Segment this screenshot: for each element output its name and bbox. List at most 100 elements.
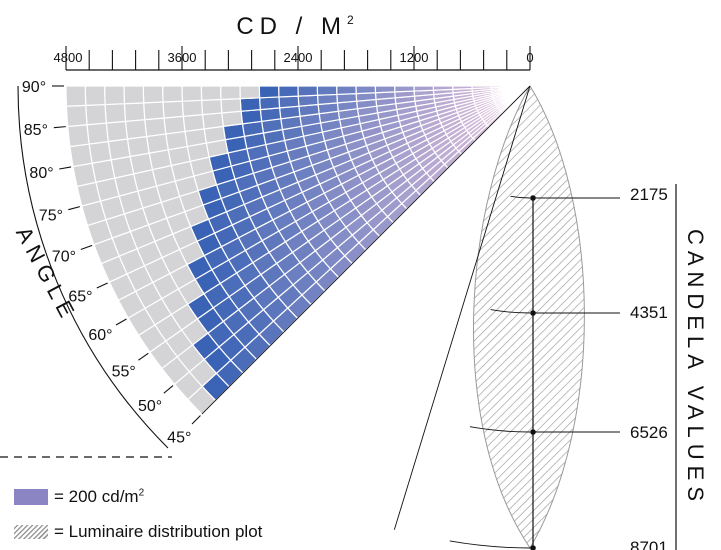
candela-axis-title: CANDELA VALUES [683,229,708,507]
luminance-cell [316,85,338,96]
background-cell [162,85,183,103]
top-axis: CD / M2 4800 3600 2400 1200 0 [54,13,534,71]
background-cell [123,102,146,123]
background-cell [65,85,87,107]
luminance-cell [374,85,396,94]
luminance-fan [65,85,531,415]
angle-label: 55° [112,363,136,380]
top-tick-label-4800: 4800 [54,50,83,65]
angle-label: 90° [22,79,46,96]
luminance-cell [239,97,262,112]
background-cell [123,85,145,105]
luminance-cell [471,85,492,90]
top-tick-label-2400: 2400 [284,50,313,65]
background-cell [69,143,93,168]
legend-unit: = 200 cd/m2 [14,487,144,507]
background-cell [181,99,204,117]
background-cell [124,119,148,140]
angle-label: 80° [29,165,53,182]
angle-label: 70° [52,249,76,266]
luminance-cell [510,85,531,88]
angle-tick [68,206,81,211]
luminance-cell [258,96,281,111]
background-cell [163,115,186,135]
candela-guides [201,85,620,550]
legend-unit-text: = 200 cd/m2 [54,487,145,506]
background-cell [105,120,129,143]
angle-label: 45° [167,430,191,447]
angle-label: 75° [39,207,63,224]
background-cell [72,162,97,188]
background-cell [201,112,224,130]
background-cell [182,113,205,133]
angle-tick [80,244,93,251]
angle-tick [191,415,201,425]
top-tick-label-3600: 3600 [168,50,197,65]
top-tick-label-1200: 1200 [400,50,429,65]
candela-value-4351: 4351 [630,303,668,322]
angle-outer-arc [17,85,169,449]
candela-value-6526: 6526 [630,423,668,442]
background-cell [85,103,107,126]
luminance-cell [258,85,280,99]
background-cell [107,138,131,161]
candela-arc [510,195,531,199]
luminance-cell [297,94,319,107]
background-cell [221,110,244,128]
luminance-cell [355,85,377,95]
luminance-cell [394,85,415,93]
luminance-cell [490,85,512,89]
candela-arc [469,426,531,433]
luminance-cell [240,108,263,125]
angle-tick [96,282,108,289]
background-cell [142,85,164,104]
background-cell [181,85,203,102]
background-cell [86,122,109,145]
angle-scale: 90° 85° 80° 75° 70° 65° 60° 55° 50° 45° [17,79,201,449]
background-cell [239,85,261,100]
angle-tick [138,352,149,361]
background-cell [88,140,112,164]
candela-value-8701: 8701 [630,538,668,550]
luminance-cell [297,85,319,97]
background-cell [201,98,223,116]
angle-label: 65° [68,289,92,306]
background-cell [220,85,241,101]
background-cell [220,98,242,114]
angle-label: 85° [24,122,48,139]
candela-value-2175: 2175 [630,185,668,204]
angle-tick [53,126,66,129]
legend-unit-swatch [14,489,48,505]
radial-guide [393,85,531,530]
background-cell [143,101,165,121]
legend-plot: = Luminaire distribution plot [14,522,262,542]
luminance-cell [278,95,300,109]
luminance-cell [316,93,339,106]
candela-arc [490,309,531,314]
top-axis-ticks [65,46,531,70]
luminance-cell [336,92,358,104]
background-cell [104,85,126,106]
luminaire-distribution-plot [473,85,585,549]
luminance-cell [452,85,473,90]
candela-arc [449,540,531,549]
legend-plot-text: = Luminaire distribution plot [54,522,263,541]
background-cell [145,133,169,154]
angle-tick [115,318,127,326]
background-cell [144,117,167,138]
luminance-cell [413,85,435,92]
background-cell [165,130,188,151]
angle-axis-title: ANGLE [11,222,82,326]
background-cell [126,135,150,158]
top-tick-label-0: 0 [526,50,533,65]
angle-label: 50° [138,398,162,415]
angle-tick [163,385,174,394]
radial-guide [201,85,531,415]
luminance-cell [336,85,357,96]
background-cell [84,85,106,107]
luminance-cell [432,85,454,91]
background-cell [65,104,88,128]
background-cell [67,124,90,148]
legend-plot-swatch [14,525,48,539]
